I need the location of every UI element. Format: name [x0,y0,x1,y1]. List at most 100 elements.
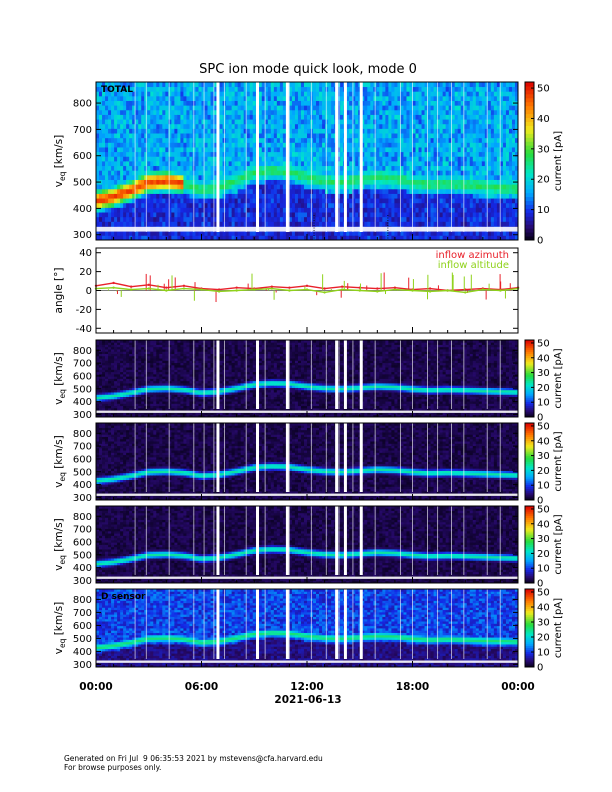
panel-4-gap-wide [344,506,347,575]
colorbar-5-tick-label: 40 [537,603,550,614]
colorbar-3-tick-label: 40 [537,436,550,447]
series-inflow-altitude-point [394,288,396,290]
panel-3-heatmap [96,423,518,500]
panel-2-gap [487,340,488,409]
series-inflow-altitude-point [446,289,448,291]
panel-2-gap-wide [335,340,338,409]
colorbar-5-tick-label: 20 [537,633,550,644]
panel-2-gap-wide [216,340,219,409]
panel-5-gap-wide [256,589,259,659]
panel-3-gap [135,423,136,492]
series-inflow-azimuth-point [130,286,132,288]
colorbar-0-tick-label: 0 [537,236,543,247]
colorbar-0-swatch [525,129,534,133]
colorbar-0-swatch [525,220,534,224]
series-inflow-altitude-point [235,289,237,291]
panel-2-gap [412,340,413,409]
colorbar-0-swatch [525,201,534,205]
colorbar-0-swatch [525,212,534,216]
colorbar-4-tick-label: 40 [537,519,550,530]
panel-5-gap-wide [344,589,347,659]
colorbar-0-swatch [525,161,534,165]
panel-4-gap [412,506,413,575]
time-tick-label: 00:00 [501,681,534,693]
colorbar-0-swatch [525,185,534,189]
panel-3-gap [311,423,312,492]
colorbar-4-tick-label: 10 [537,564,550,575]
series-inflow-altitude-point [288,289,290,291]
panel-0-gap-wide [335,82,338,232]
panel-2-gap [289,340,290,409]
colorbar-0-label: current [pA] [553,131,564,191]
panel-4-heatmap [96,506,518,583]
colorbar-3-tick-label: 20 [537,466,550,477]
colorbar-2-tick-label: 10 [537,398,550,409]
panel-3-gap [500,423,501,492]
panel-3-gap [146,423,147,492]
footer-generated: Generated on Fri Jul 9 06:35:53 2021 by … [64,754,323,763]
panel-5-gap [375,589,376,659]
series-inflow-azimuth-point [235,286,237,288]
series-inflow-altitude-point [306,288,308,290]
colorbar-0-swatch [525,82,534,86]
panel-0-gap [353,82,354,232]
panel-4-gap [487,506,488,575]
panel-0-label: TOTAL [101,85,133,95]
panel-5-gap [224,589,225,659]
panel-3-ylabel: veq [km/s] [53,435,67,487]
time-tick-label: 12:00 [290,681,323,693]
panel-0-gap [451,82,452,232]
series-inflow-altitude-point [499,289,501,291]
panel-5-gap [437,589,438,659]
colorbar-0-swatch [525,157,534,161]
panel-5-gap [463,589,464,659]
panel-4-gap [400,506,401,575]
panel-0-gap [412,82,413,232]
panel-4-gap [224,506,225,575]
series-inflow-azimuth-point [341,286,343,288]
panel-0-gap [265,82,266,232]
series-inflow-altitude-point [218,290,220,292]
colorbar-0-swatch [525,125,534,129]
colorbar-0-swatch [525,98,534,102]
series-inflow-altitude-point [130,288,132,290]
series-inflow-azimuth-point [323,287,325,289]
panel-5-ytick-label: 800 [73,595,92,606]
panel-3-ytick-label: 500 [73,467,92,478]
panel-0-gap-wide [344,82,347,232]
series-inflow-altitude-point [429,290,431,292]
panel-2-gap [500,340,501,409]
panel-0-gap [311,82,312,232]
panel-5-gap [487,589,488,659]
date-label: 2021-06-13 [274,694,341,706]
panel-5-gap [146,589,147,659]
panel-5-gap-wide [360,589,363,659]
colorbar-0-swatch [525,197,534,201]
panel-0-gap-wide [216,82,219,232]
panel-5-ytick-label: 400 [73,647,92,658]
panel-4-gap [437,506,438,575]
series-inflow-altitude-point [253,288,255,290]
series-inflow-altitude-point [112,286,114,288]
panel-4-gap [353,506,354,575]
panel-5-ylabel: veq [km/s] [53,602,67,654]
panel-3-gap [169,423,170,492]
series-inflow-altitude-point [376,290,378,292]
panel-5-label: D sensor [101,592,146,602]
colorbar-3-label: current [pA] [553,431,564,491]
panel-0-gap [246,82,247,232]
panel-0-gap [375,82,376,232]
panel-3-gap [246,423,247,492]
panel-0-ytick-label: 600 [73,151,92,162]
time-tick-label: 06:00 [185,681,218,693]
series-inflow-azimuth-point [288,286,290,288]
colorbar-0-tick-label: 40 [537,114,550,125]
colorbar-5-label: current [pA] [553,598,564,658]
panel-3-gap [487,423,488,492]
panel-3-gap-wide [344,423,347,492]
panel-4-ytick-label: 500 [73,550,92,561]
colorbar-0-swatch [525,232,534,236]
panel-5-ytick-label: 300 [73,660,92,671]
colorbar-0-swatch [525,224,534,228]
panel-4-gap [214,506,215,575]
